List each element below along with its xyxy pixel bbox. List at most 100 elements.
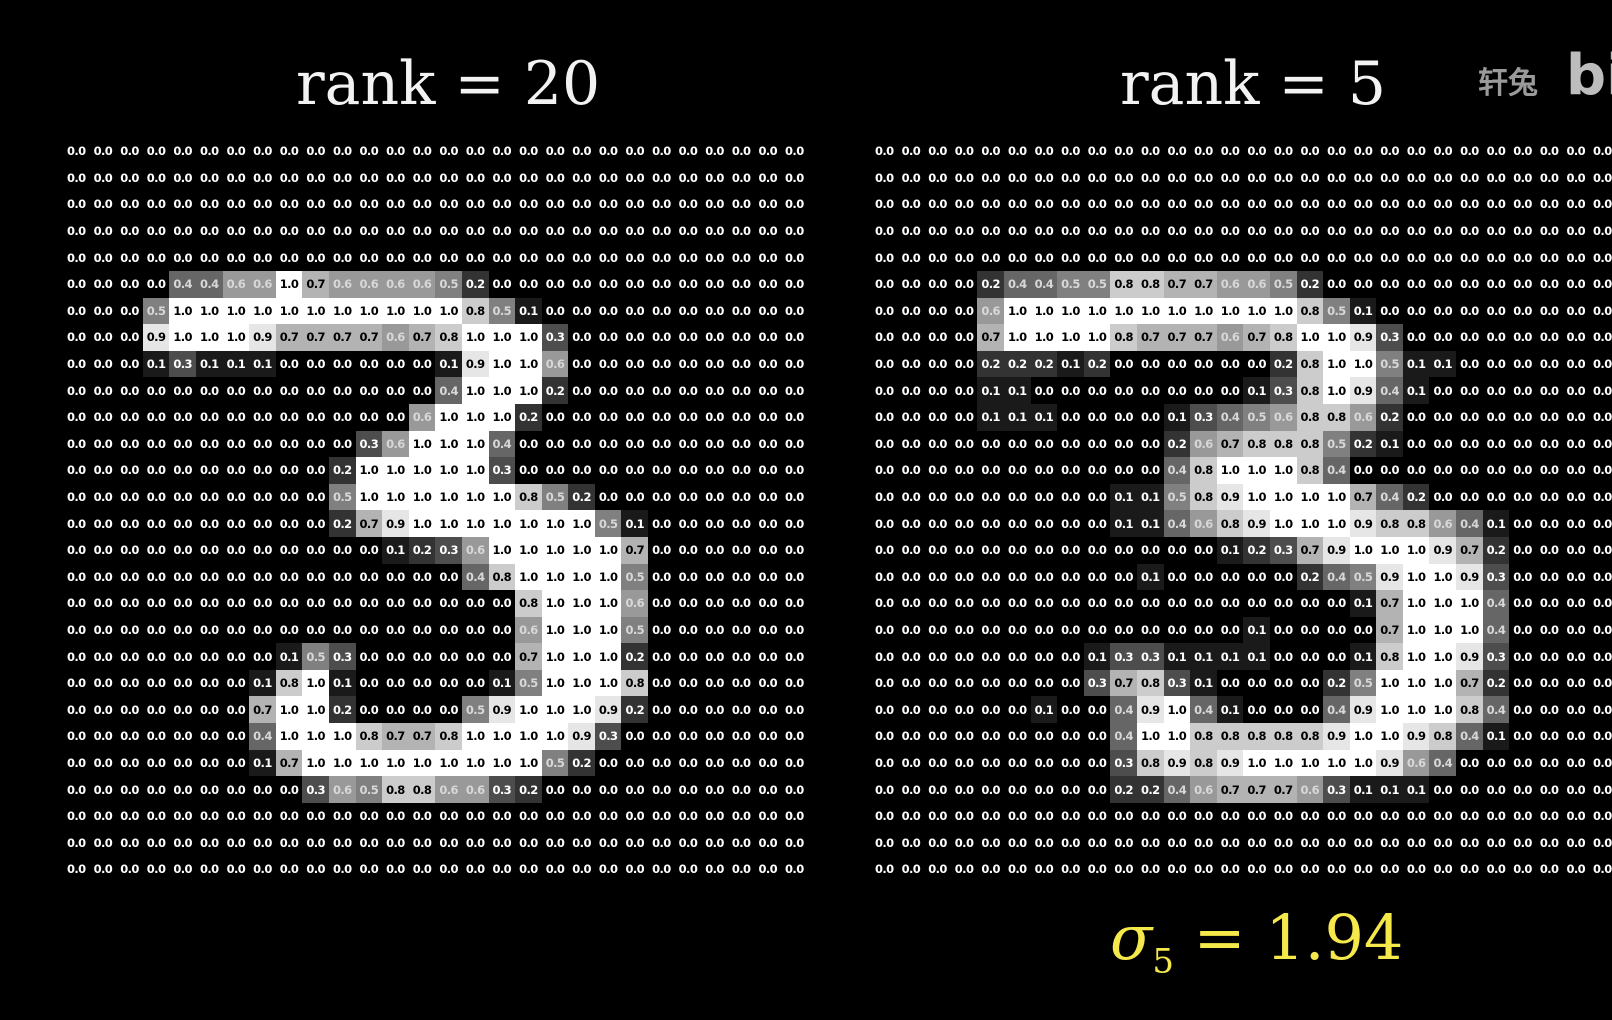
matrix-cell: 0.8 (1296, 297, 1324, 325)
matrix-cell: 0.0 (1243, 669, 1270, 697)
matrix-cell: 0.0 (568, 244, 595, 271)
matrix-cell: 0.0 (648, 590, 675, 617)
matrix-cell: 0.0 (195, 856, 223, 883)
matrix-cell: 0.0 (1030, 590, 1058, 617)
matrix-cell: 0.0 (222, 829, 250, 857)
matrix-cell: 0.1 (1349, 776, 1377, 803)
matrix-cell: 0.4 (435, 377, 462, 404)
matrix-cell: 0.0 (461, 244, 489, 271)
matrix-cell: 0.0 (1163, 802, 1191, 830)
matrix-cell: 0.0 (541, 217, 569, 245)
matrix-cell: 0.8 (1110, 270, 1137, 298)
matrix-cell: 0.0 (1083, 776, 1111, 803)
matrix-cell: 0.0 (1482, 856, 1510, 883)
matrix-cell: 0.0 (621, 856, 649, 883)
matrix-cell: 0.0 (1136, 829, 1164, 857)
matrix-cell: 0.0 (1057, 749, 1084, 777)
matrix-cell: 0.0 (1456, 749, 1483, 777)
matrix-cell: 0.0 (1509, 536, 1536, 564)
matrix-cell: 1.0 (355, 457, 383, 484)
matrix-cell: 0.0 (1562, 457, 1590, 484)
matrix-cell: 0.7 (355, 324, 383, 351)
matrix-cell: 0.0 (408, 669, 436, 697)
matrix-cell: 0.0 (674, 590, 702, 617)
matrix-cell: 0.0 (142, 138, 170, 165)
matrix-cell: 0.0 (169, 457, 196, 484)
matrix-cell: 0.0 (648, 297, 675, 325)
matrix-cell: 0.9 (1323, 536, 1350, 564)
matrix-cell: 1.0 (461, 723, 489, 750)
matrix-cell: 0.0 (1190, 244, 1217, 271)
matrix-cell: 0.0 (222, 616, 250, 644)
matrix-cell: 0.0 (648, 643, 675, 670)
matrix-cell: 0.0 (950, 270, 978, 298)
matrix-cell: 0.0 (382, 802, 409, 830)
matrix-cell: 0.0 (461, 590, 489, 617)
matrix-cell: 0.0 (1110, 856, 1137, 883)
matrix-cell: 0.1 (977, 403, 1004, 431)
matrix-cell: 0.0 (1535, 616, 1563, 644)
matrix-cell: 0.0 (275, 217, 303, 245)
matrix-cell: 0.0 (195, 244, 223, 271)
matrix-cell: 0.4 (1456, 510, 1483, 537)
matrix-cell: 0.0 (594, 802, 622, 830)
matrix-cell: 0.0 (977, 590, 1004, 617)
matrix-cell: 0.0 (1509, 802, 1536, 830)
matrix-cell: 1.0 (1190, 297, 1217, 325)
matrix-cell: 0.0 (924, 616, 951, 644)
matrix-cell: 0.0 (116, 829, 143, 857)
matrix-cell: 0.1 (1057, 350, 1084, 378)
matrix-cell: 0.0 (63, 430, 90, 458)
matrix-cell: 0.0 (781, 324, 808, 351)
matrix-cell: 1.0 (461, 749, 489, 777)
matrix-cell: 0.0 (382, 669, 409, 697)
matrix-cell: 0.4 (1482, 590, 1510, 617)
matrix-cell: 0.0 (568, 430, 595, 458)
matrix-cell: 0.0 (701, 138, 728, 165)
matrix-cell: 0.0 (408, 138, 436, 165)
matrix-cell: 0.0 (924, 324, 951, 351)
matrix-cell: 0.0 (382, 138, 409, 165)
matrix-cell: 0.0 (1190, 138, 1217, 165)
matrix-cell: 0.8 (1323, 403, 1350, 431)
matrix-cell: 0.0 (648, 217, 675, 245)
matrix-cell: 0.0 (754, 510, 782, 537)
matrix-cell: 0.0 (222, 138, 250, 165)
matrix-cell: 0.0 (515, 244, 542, 271)
matrix-cell: 0.0 (727, 829, 755, 857)
matrix-cell: 0.0 (1323, 217, 1350, 245)
matrix-cell: 0.7 (1349, 483, 1377, 511)
matrix-cell: 0.0 (594, 829, 622, 857)
matrix-cell: 0.0 (701, 350, 728, 378)
matrix-cell: 0.4 (195, 270, 223, 298)
matrix-cell: 0.0 (89, 403, 117, 431)
matrix-cell: 1.0 (541, 563, 569, 591)
matrix-cell: 0.0 (924, 590, 951, 617)
matrix-cell: 0.1 (1482, 510, 1510, 537)
matrix-cell: 0.0 (781, 776, 808, 803)
matrix-cell: 0.0 (142, 723, 170, 750)
matrix-cell: 0.3 (1323, 776, 1350, 803)
matrix-cell: 0.6 (621, 590, 649, 617)
matrix-cell: 0.0 (1456, 270, 1483, 298)
matrix-cell: 0.0 (1057, 483, 1084, 511)
matrix-cell: 0.0 (302, 217, 329, 245)
matrix-cell: 0.0 (355, 669, 383, 697)
matrix-cell: 0.0 (541, 430, 569, 458)
matrix-cell: 0.0 (195, 457, 223, 484)
matrix-cell: 0.0 (924, 776, 951, 803)
matrix-cell: 0.0 (924, 430, 951, 458)
matrix-cell: 0.0 (727, 217, 755, 245)
matrix-cell: 0.0 (1535, 696, 1563, 724)
matrix-cell: 0.0 (63, 350, 90, 378)
matrix-cell: 0.0 (169, 616, 196, 644)
matrix-cell: 0.0 (142, 776, 170, 803)
matrix-cell: 0.0 (1243, 191, 1270, 218)
matrix-cell: 0.0 (1456, 164, 1483, 192)
matrix-cell: 0.0 (897, 350, 925, 378)
matrix-cell: 0.0 (1589, 403, 1612, 431)
matrix-cell: 0.0 (924, 669, 951, 697)
matrix-cell: 0.0 (1589, 377, 1612, 404)
matrix-cell: 0.2 (515, 403, 542, 431)
matrix-cell: 0.0 (781, 350, 808, 378)
